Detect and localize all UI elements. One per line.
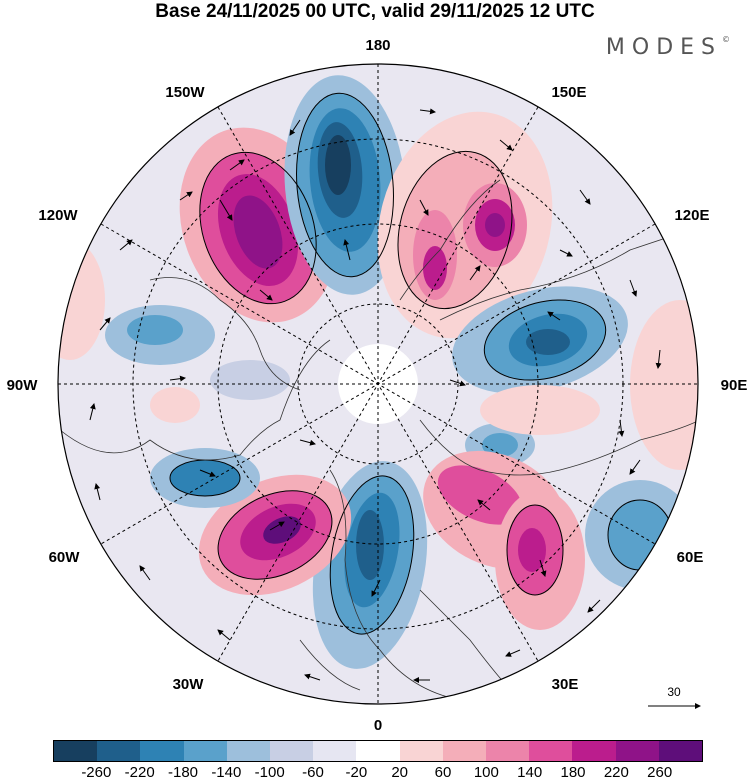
colorbar [53,740,703,762]
label-0: 0 [374,717,382,734]
label-60w: 60W [49,549,81,566]
colorbar-tick-label: 60 [434,764,452,781]
colorbar-segment [615,741,659,761]
colorbar-tick-label: 100 [473,764,499,781]
colorbar-segment [226,741,271,761]
colorbar-segment [442,741,487,761]
colorbar-tick-label: 220 [603,764,629,781]
colorbar-tick-label: 140 [517,764,543,781]
graticule [58,64,698,704]
copyright-mark: © [722,35,730,44]
colorbar-segment [183,741,227,761]
anomaly-field [58,75,698,669]
colorbar-tick-label: 180 [560,764,586,781]
label-30e: 30E [552,676,579,693]
colorbar-segment [97,741,141,761]
colorbar-segment [54,741,98,761]
label-30w: 30W [173,676,205,693]
label-90w: 90W [7,377,39,394]
colorbar-tick-label: -220 [124,764,155,781]
label-180: 180 [365,37,390,54]
map-title: Base 24/11/2025 00 UTC, valid 29/11/2025… [155,1,595,22]
colorbar-segment [572,741,616,761]
colorbar-segment [658,741,703,761]
modes-logo: MODES© [606,35,730,60]
label-150w: 150W [165,84,205,101]
map-border [57,63,699,705]
colorbar-tick-label: 260 [647,764,673,781]
vector-scale: 30 [648,685,701,709]
wind-vectors [89,108,662,683]
label-120w: 120W [38,207,78,224]
colorbar-tick-label: -140 [211,764,242,781]
colorbar-tick-label: -60 [302,764,324,781]
colorbar-tick-label: 20 [391,764,408,781]
colorbar-tick-label: -180 [167,764,199,781]
colorbar-segment [140,741,184,761]
colorbar-segment [356,741,400,761]
logo-text: MODES [605,35,722,60]
map-disk [58,64,698,704]
colorbar-tick-label: -20 [345,764,368,781]
label-90e: 90E [721,377,748,394]
label-150e: 150E [551,84,586,101]
colorbar-segment [486,741,530,761]
colorbar-tick-label: -100 [254,764,285,781]
colorbar-segment [399,741,443,761]
longitude-labels: 180 150W 150E 120W 120E 90W 90E 60W 60E … [7,37,748,734]
colorbar-segment [529,741,573,761]
colorbar-ticks: -260 -220 -180 -140 -100 -60 -20 20 60 100 140 180 2… [53,764,703,782]
colorbar-segment [313,741,357,761]
colorbar-segment [270,741,314,761]
vector-scale-value: 30 [667,685,681,699]
label-120e: 120E [674,207,709,224]
label-60e: 60E [677,549,704,566]
colorbar-tick-label: -260 [81,764,112,781]
